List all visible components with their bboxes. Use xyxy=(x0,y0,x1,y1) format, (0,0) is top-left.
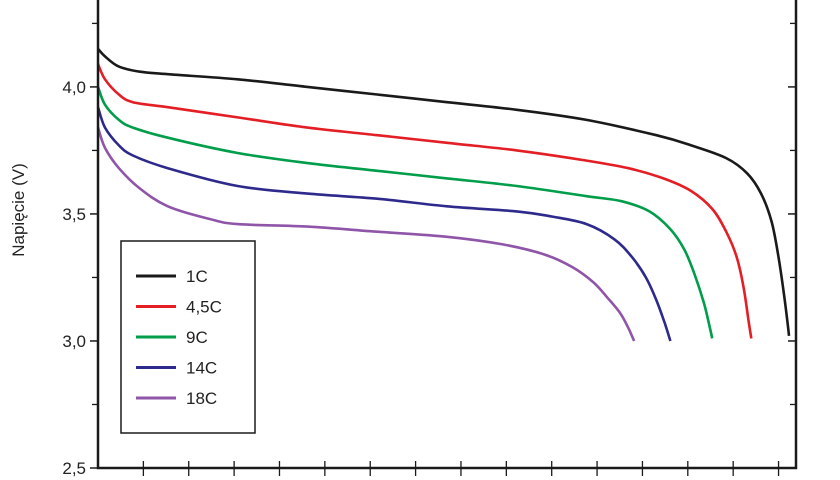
series-line-5 xyxy=(96,127,636,342)
legend: 1C 4,5C 9C 14C 18C xyxy=(120,240,256,434)
series-line-1 xyxy=(97,47,791,337)
y-tick-label: 2,5 xyxy=(62,459,86,478)
legend-label: 9C xyxy=(186,328,208,347)
legend-label: 4,5C xyxy=(186,298,222,317)
series-line-2 xyxy=(96,63,753,339)
legend-label: 14C xyxy=(186,359,217,378)
series-line-3 xyxy=(96,86,714,339)
y-axis-label: Napięcie (V) xyxy=(9,163,28,257)
y-tick-label: 3,0 xyxy=(62,332,86,351)
ticks-layer: 2,5 3,0 3,5 4,0 xyxy=(62,22,796,478)
legend-label: 1C xyxy=(186,267,208,286)
plot-frame xyxy=(96,0,798,470)
y-tick-label: 4,0 xyxy=(62,78,86,97)
series-line-4 xyxy=(96,106,672,342)
lines-layer xyxy=(96,47,791,342)
legend-label: 18C xyxy=(186,389,217,408)
y-tick-label: 3,5 xyxy=(62,205,86,224)
